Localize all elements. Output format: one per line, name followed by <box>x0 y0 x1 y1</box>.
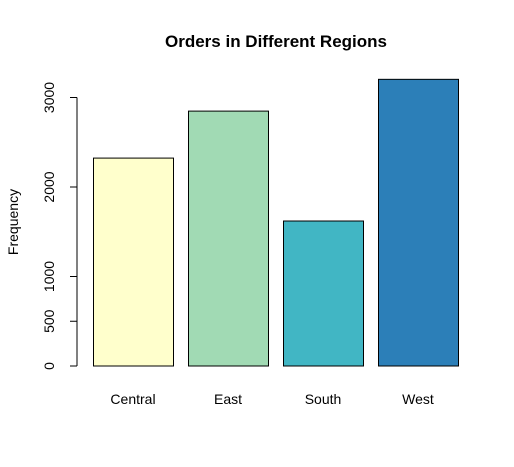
bars-group <box>93 78 459 367</box>
bar-west <box>378 78 459 367</box>
bar-east <box>188 110 269 367</box>
category-label-south: South <box>305 391 342 407</box>
y-tick-label-500: 500 <box>41 309 57 333</box>
chart-title: Orders in Different Regions <box>165 32 387 51</box>
x-axis-labels: Central East South West <box>110 391 433 407</box>
y-axis: 0 500 1000 2000 3000 <box>41 82 78 370</box>
category-label-west: West <box>402 391 434 407</box>
category-label-central: Central <box>110 391 155 407</box>
y-tick-label-0: 0 <box>41 362 57 370</box>
category-label-east: East <box>214 391 242 407</box>
y-axis-label: Frequency <box>5 189 21 255</box>
y-tick-label-3000: 3000 <box>41 82 57 113</box>
y-tick-label-2000: 2000 <box>41 171 57 202</box>
y-tick-label-1000: 1000 <box>41 261 57 292</box>
bar-central <box>93 157 174 367</box>
bar-south <box>283 220 364 367</box>
